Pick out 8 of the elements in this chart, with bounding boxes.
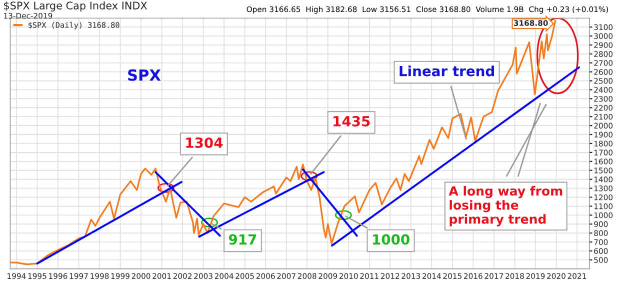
annotation: SPX [128,69,161,81]
chart-title: $SPX Large Cap Index INDX [4,1,148,12]
annotation: 1435 [334,116,370,126]
annotation: 1000 [373,234,410,245]
annotation: 1304 [186,137,223,148]
annotation: A long way from losing the primary trend [448,186,562,226]
annotation: Linear trend [400,66,494,76]
annotation: 917 [228,234,256,245]
